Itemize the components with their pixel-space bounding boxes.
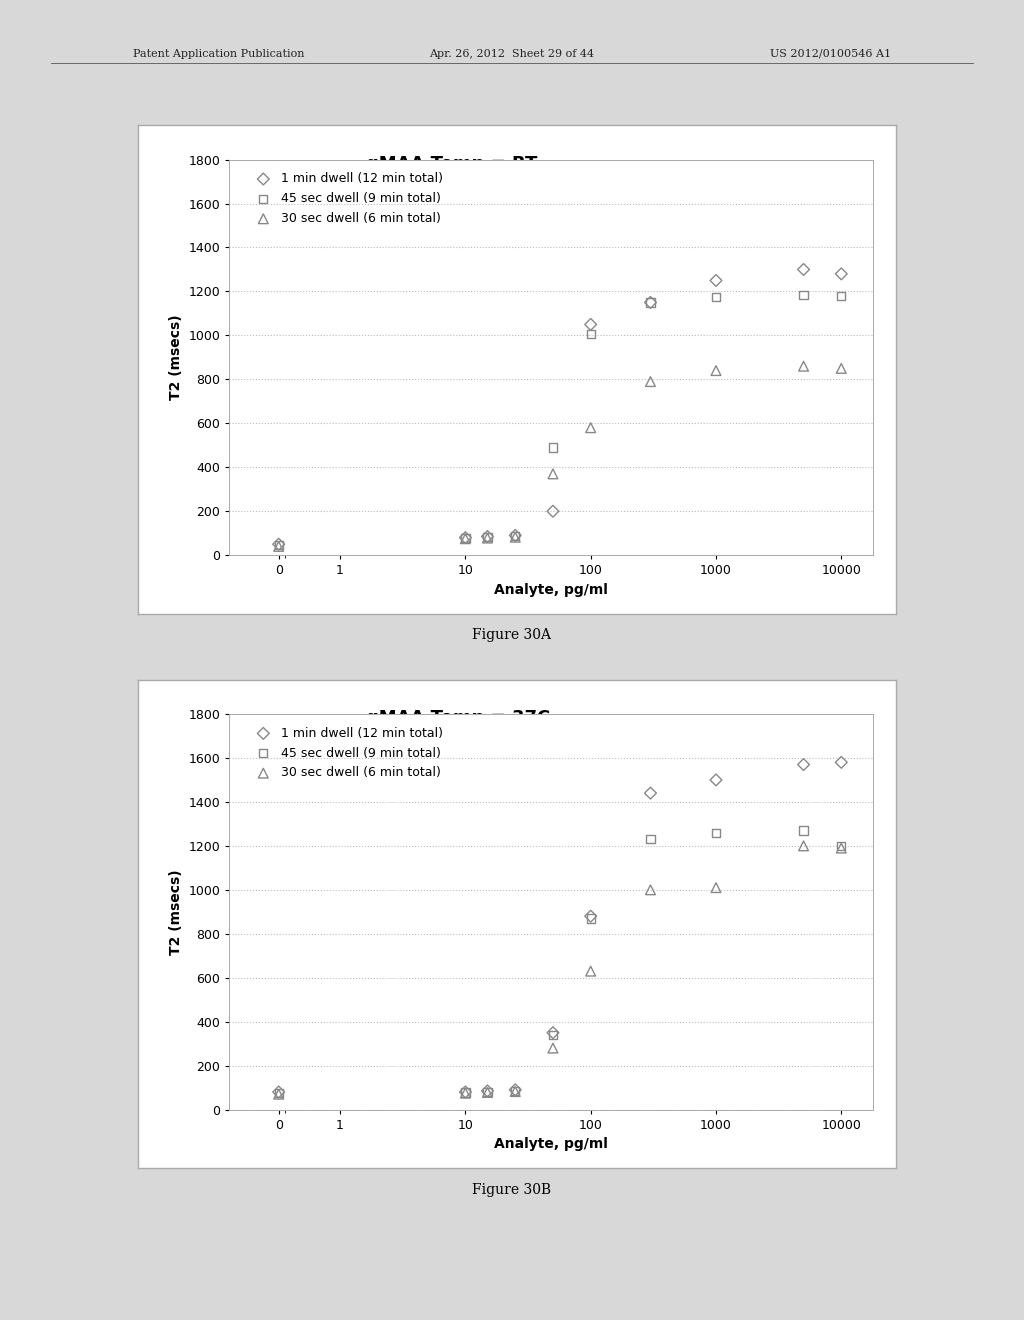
Point [642,292,658,313]
Point [545,437,561,458]
Point [583,961,599,982]
Point [507,525,523,546]
Point [270,535,287,556]
Point [479,1082,496,1104]
Point [796,754,812,775]
Point [834,837,850,858]
X-axis label: Analyte, pg/ml: Analyte, pg/ml [495,582,608,597]
Point [796,355,812,376]
Point [545,500,561,521]
Point [507,527,523,548]
Point [708,360,724,381]
Text: US 2012/0100546 A1: US 2012/0100546 A1 [770,49,891,59]
Y-axis label: T2 (msecs): T2 (msecs) [169,869,182,954]
Point [796,284,812,305]
Point [834,752,850,774]
Point [270,533,287,554]
Point [796,820,812,841]
Text: gMAA Temp = RT: gMAA Temp = RT [366,154,537,173]
Point [507,1080,523,1101]
Point [545,1024,561,1045]
Text: gMAA Temp = 37C: gMAA Temp = 37C [366,709,550,727]
Point [479,525,496,546]
Point [479,1081,496,1102]
Point [583,323,599,345]
Text: Figure 30A: Figure 30A [472,628,552,643]
Legend: 1 min dwell (12 min total), 45 sec dwell (9 min total), 30 sec dwell (6 min tota: 1 min dwell (12 min total), 45 sec dwell… [248,725,445,781]
Point [270,1082,287,1104]
X-axis label: Analyte, pg/ml: Analyte, pg/ml [495,1137,608,1151]
Point [708,286,724,308]
Point [583,908,599,929]
Point [642,829,658,850]
Y-axis label: T2 (msecs): T2 (msecs) [169,314,182,400]
Point [642,292,658,313]
Point [834,263,850,284]
Point [457,1082,473,1104]
Point [642,783,658,804]
Point [479,528,496,549]
Point [642,371,658,392]
Legend: 1 min dwell (12 min total), 45 sec dwell (9 min total), 30 sec dwell (6 min tota: 1 min dwell (12 min total), 45 sec dwell… [248,170,445,227]
Point [270,1084,287,1105]
Point [457,1082,473,1104]
Point [457,528,473,549]
Text: Apr. 26, 2012  Sheet 29 of 44: Apr. 26, 2012 Sheet 29 of 44 [429,49,595,59]
Point [545,463,561,484]
Point [457,527,473,548]
Point [479,1080,496,1101]
Point [834,358,850,379]
Point [507,1080,523,1101]
Point [479,527,496,548]
Point [457,1081,473,1102]
Point [507,525,523,546]
Point [270,536,287,557]
Point [834,836,850,857]
Point [642,879,658,900]
Point [545,1038,561,1059]
Point [270,1081,287,1102]
Point [796,259,812,280]
Point [583,906,599,927]
Point [457,528,473,549]
Text: Figure 30B: Figure 30B [472,1183,552,1197]
Point [708,876,724,898]
Point [708,770,724,791]
Point [583,314,599,335]
Point [834,285,850,306]
Point [507,1081,523,1102]
Point [796,836,812,857]
Point [708,269,724,290]
Point [708,822,724,843]
Point [583,417,599,438]
Text: Patent Application Publication: Patent Application Publication [133,49,304,59]
Point [545,1022,561,1043]
